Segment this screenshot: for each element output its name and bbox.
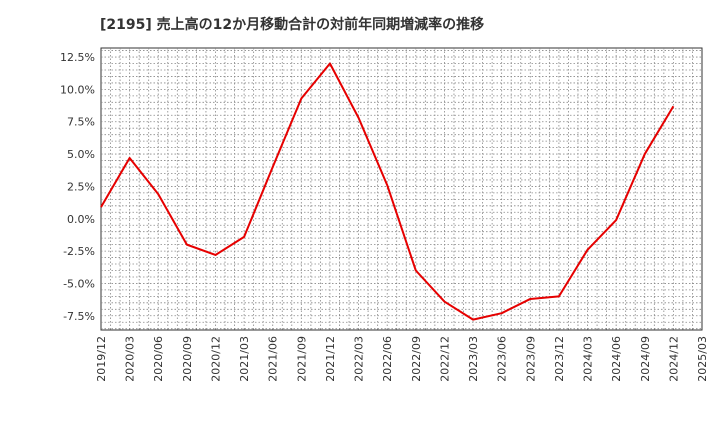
- x-tick-label: 2021/12: [324, 336, 337, 382]
- x-tick-label: 2020/03: [124, 336, 137, 382]
- y-tick-label: 5.0%: [67, 148, 95, 161]
- y-tick-label: 7.5%: [67, 116, 95, 129]
- x-tick-label: 2023/09: [524, 336, 537, 382]
- x-tick-label: 2024/03: [582, 336, 595, 382]
- x-tick-label: 2023/12: [553, 336, 566, 382]
- x-tick-label: 2019/12: [95, 336, 108, 382]
- x-tick-label: 2020/12: [209, 336, 222, 382]
- y-tick-label: 2.5%: [67, 180, 95, 193]
- x-tick-label: 2023/06: [496, 336, 509, 382]
- series-line: [100, 62, 675, 321]
- chart-title: [2195] 売上高の12か月移動合計の対前年同期増減率の推移: [100, 17, 485, 33]
- y-tick-label: -2.5%: [63, 245, 95, 258]
- x-tick-label: 2021/03: [238, 336, 251, 382]
- x-tick-label: 2021/09: [295, 336, 308, 382]
- x-tick-label: 2024/12: [667, 336, 680, 382]
- y-tick-label: -7.5%: [63, 310, 95, 323]
- y-tick-label: -5.0%: [63, 277, 95, 290]
- x-tick-label: 2024/09: [639, 336, 652, 382]
- x-tick-label: 2020/06: [152, 336, 165, 382]
- x-tick-label: 2025/03: [696, 336, 709, 382]
- x-tick-label: 2022/12: [438, 336, 451, 382]
- x-tick-label: 2022/06: [381, 336, 394, 382]
- x-tick-label: 2020/09: [181, 336, 194, 382]
- y-tick-label: 10.0%: [60, 83, 95, 96]
- x-tick-label: 2024/06: [610, 336, 623, 382]
- plot-area: [100, 47, 703, 331]
- y-tick-label: 12.5%: [60, 51, 95, 64]
- x-tick-label: 2022/03: [353, 336, 366, 382]
- x-tick-label: 2023/03: [467, 336, 480, 382]
- y-tick-label: 0.0%: [67, 213, 95, 226]
- x-tick-label: 2021/06: [267, 336, 280, 382]
- x-tick-label: 2022/09: [410, 336, 423, 382]
